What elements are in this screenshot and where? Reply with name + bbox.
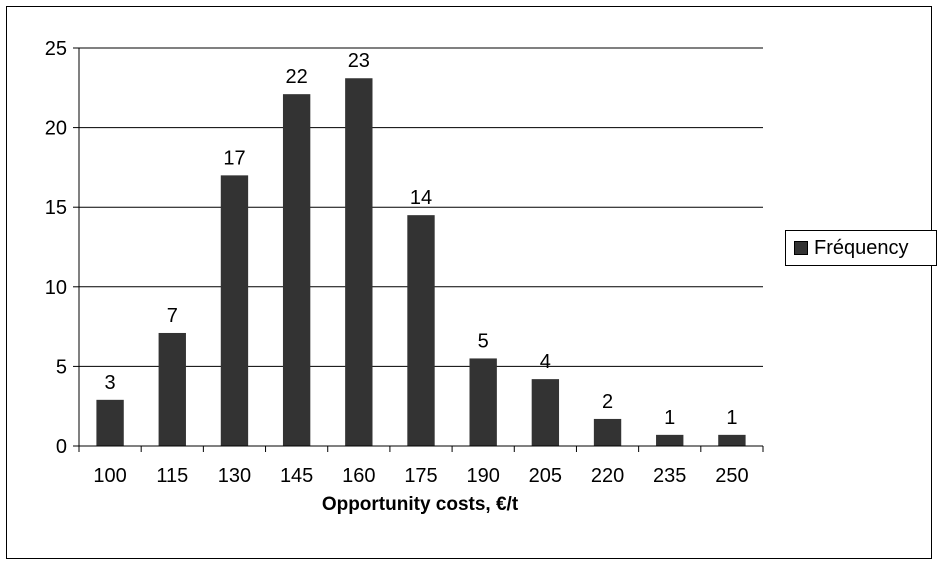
data-label: 14 — [410, 187, 432, 209]
x-tick-label: 190 — [466, 465, 499, 487]
x-tick-label: 175 — [404, 465, 437, 487]
y-tick-label: 0 — [56, 436, 67, 458]
data-label: 1 — [664, 407, 675, 429]
bar — [407, 215, 435, 446]
bar — [282, 94, 311, 446]
bars — [96, 78, 746, 447]
y-tick-label: 5 — [56, 356, 67, 378]
x-tick-label: 130 — [218, 465, 251, 487]
x-tick-label: 205 — [529, 465, 562, 487]
data-label: 7 — [167, 305, 178, 327]
bar — [718, 434, 746, 446]
bar — [220, 175, 249, 447]
x-tick-label: 250 — [715, 465, 748, 487]
data-label: 4 — [540, 351, 551, 373]
chart-frame — [6, 6, 932, 559]
bar — [469, 358, 497, 446]
data-label: 17 — [223, 147, 245, 169]
bar — [531, 379, 560, 446]
x-tick-label: 100 — [93, 465, 126, 487]
x-tick-label: 115 — [156, 465, 188, 487]
bar — [158, 332, 186, 446]
data-label: 22 — [286, 66, 308, 88]
legend-label: Fréquency — [814, 236, 909, 259]
data-label: 1 — [726, 407, 737, 429]
x-tick-label: 160 — [342, 465, 375, 487]
legend-swatch — [794, 241, 808, 255]
bar — [96, 399, 124, 446]
y-tick-label: 20 — [45, 118, 67, 140]
labels: 0510152025310071151713022145231601417551… — [45, 38, 749, 487]
data-label: 3 — [105, 372, 116, 394]
y-tick-label: 15 — [45, 197, 67, 219]
x-tick-label: 145 — [280, 465, 313, 487]
data-label: 5 — [478, 330, 489, 352]
bar — [656, 434, 684, 446]
data-label: 2 — [602, 391, 613, 413]
x-tick-label: 235 — [653, 465, 686, 487]
y-tick-label: 25 — [45, 38, 67, 60]
bar — [345, 78, 373, 447]
axes — [73, 47, 764, 452]
bar — [593, 418, 622, 446]
y-tick-label: 10 — [45, 277, 67, 299]
data-label: 23 — [348, 50, 370, 72]
legend: Fréquency — [785, 230, 937, 266]
x-tick-label: 220 — [591, 465, 624, 487]
x-axis-title: Opportunity costs, €/t — [322, 494, 519, 515]
